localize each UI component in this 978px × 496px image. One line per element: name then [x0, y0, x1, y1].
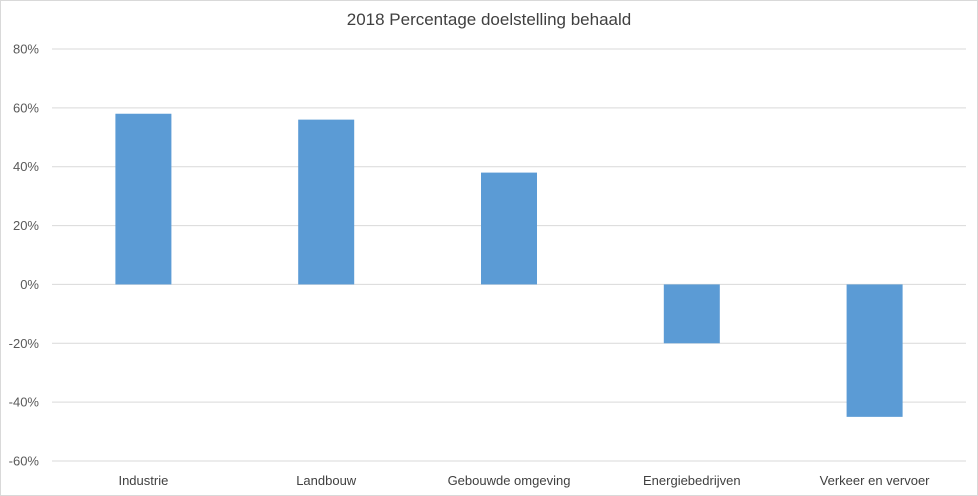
chart-title: 2018 Percentage doelstelling behaald — [346, 10, 632, 29]
y-tick-label: -40% — [9, 395, 40, 410]
x-category-label: Energiebedrijven — [643, 473, 741, 488]
bar-energiebedrijven — [663, 284, 720, 344]
bar-verkeer-en-vervoer — [846, 284, 903, 417]
x-category-label: Gebouwde omgeving — [448, 473, 571, 488]
y-tick-label: 0% — [20, 277, 39, 292]
y-tick-label: 20% — [13, 218, 39, 233]
x-axis-category-labels: Industrie Landbouw Gebouwde omgeving Energi… — [118, 473, 930, 488]
y-tick-label: 40% — [13, 159, 39, 174]
bars — [115, 113, 903, 417]
gridlines — [52, 48, 966, 462]
y-tick-label: 80% — [13, 42, 39, 57]
bar-industrie — [115, 113, 172, 285]
bar-gebouwde-omgeving — [481, 172, 537, 285]
y-tick-label: -20% — [9, 336, 40, 351]
x-category-label: Industrie — [118, 473, 168, 488]
y-tick-label: -60% — [9, 454, 40, 469]
y-tick-label: 60% — [13, 100, 39, 115]
x-category-label: Landbouw — [296, 473, 357, 488]
x-category-label: Verkeer en vervoer — [820, 473, 931, 488]
bar-landbouw — [298, 119, 355, 285]
y-axis-tick-labels: 80% 60% 40% 20% 0% -20% -40% -60% — [9, 42, 40, 469]
